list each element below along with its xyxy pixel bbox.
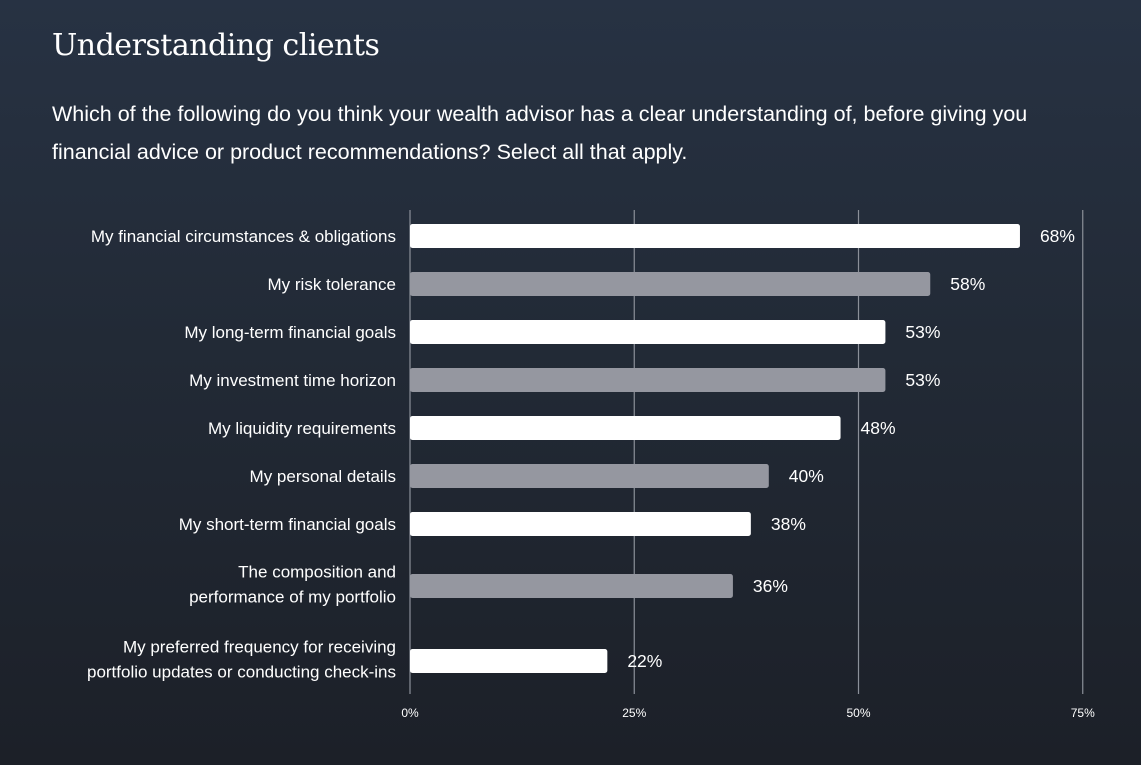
value-label: 40% [789, 466, 824, 486]
category-label: portfolio updates or conducting check-in… [87, 663, 396, 682]
x-tick-label: 25% [622, 706, 646, 720]
value-label: 58% [950, 274, 985, 294]
value-label: 53% [905, 322, 940, 342]
bar [410, 574, 733, 598]
bar [410, 464, 769, 488]
bar [410, 649, 608, 673]
category-label: My liquidity requirements [208, 419, 396, 438]
bar [410, 512, 751, 536]
value-label: 36% [753, 576, 788, 596]
category-label: My risk tolerance [268, 275, 396, 294]
bar [410, 368, 886, 392]
category-label: My investment time horizon [189, 371, 396, 390]
category-label: My long-term financial goals [184, 323, 396, 342]
bar [410, 320, 886, 344]
survey-question: Which of the following do you think your… [52, 102, 1028, 164]
bar [410, 224, 1020, 248]
value-label: 48% [861, 418, 896, 438]
category-label: My financial circumstances & obligations [91, 227, 396, 246]
x-tick-label: 0% [401, 706, 419, 720]
category-label: My preferred frequency for receiving [123, 638, 396, 657]
category-label: My short-term financial goals [179, 515, 396, 534]
category-label: performance of my portfolio [189, 588, 396, 607]
x-tick-label: 75% [1071, 706, 1095, 720]
value-label: 22% [627, 651, 662, 671]
category-label: The composition and [238, 563, 396, 582]
category-label: My personal details [250, 467, 396, 486]
chart-title: Understanding clients [52, 28, 380, 63]
bar [410, 272, 931, 296]
bar [410, 416, 841, 440]
value-label: 53% [905, 370, 940, 390]
value-label: 38% [771, 514, 806, 534]
value-label: 68% [1040, 226, 1075, 246]
x-tick-label: 50% [846, 706, 870, 720]
